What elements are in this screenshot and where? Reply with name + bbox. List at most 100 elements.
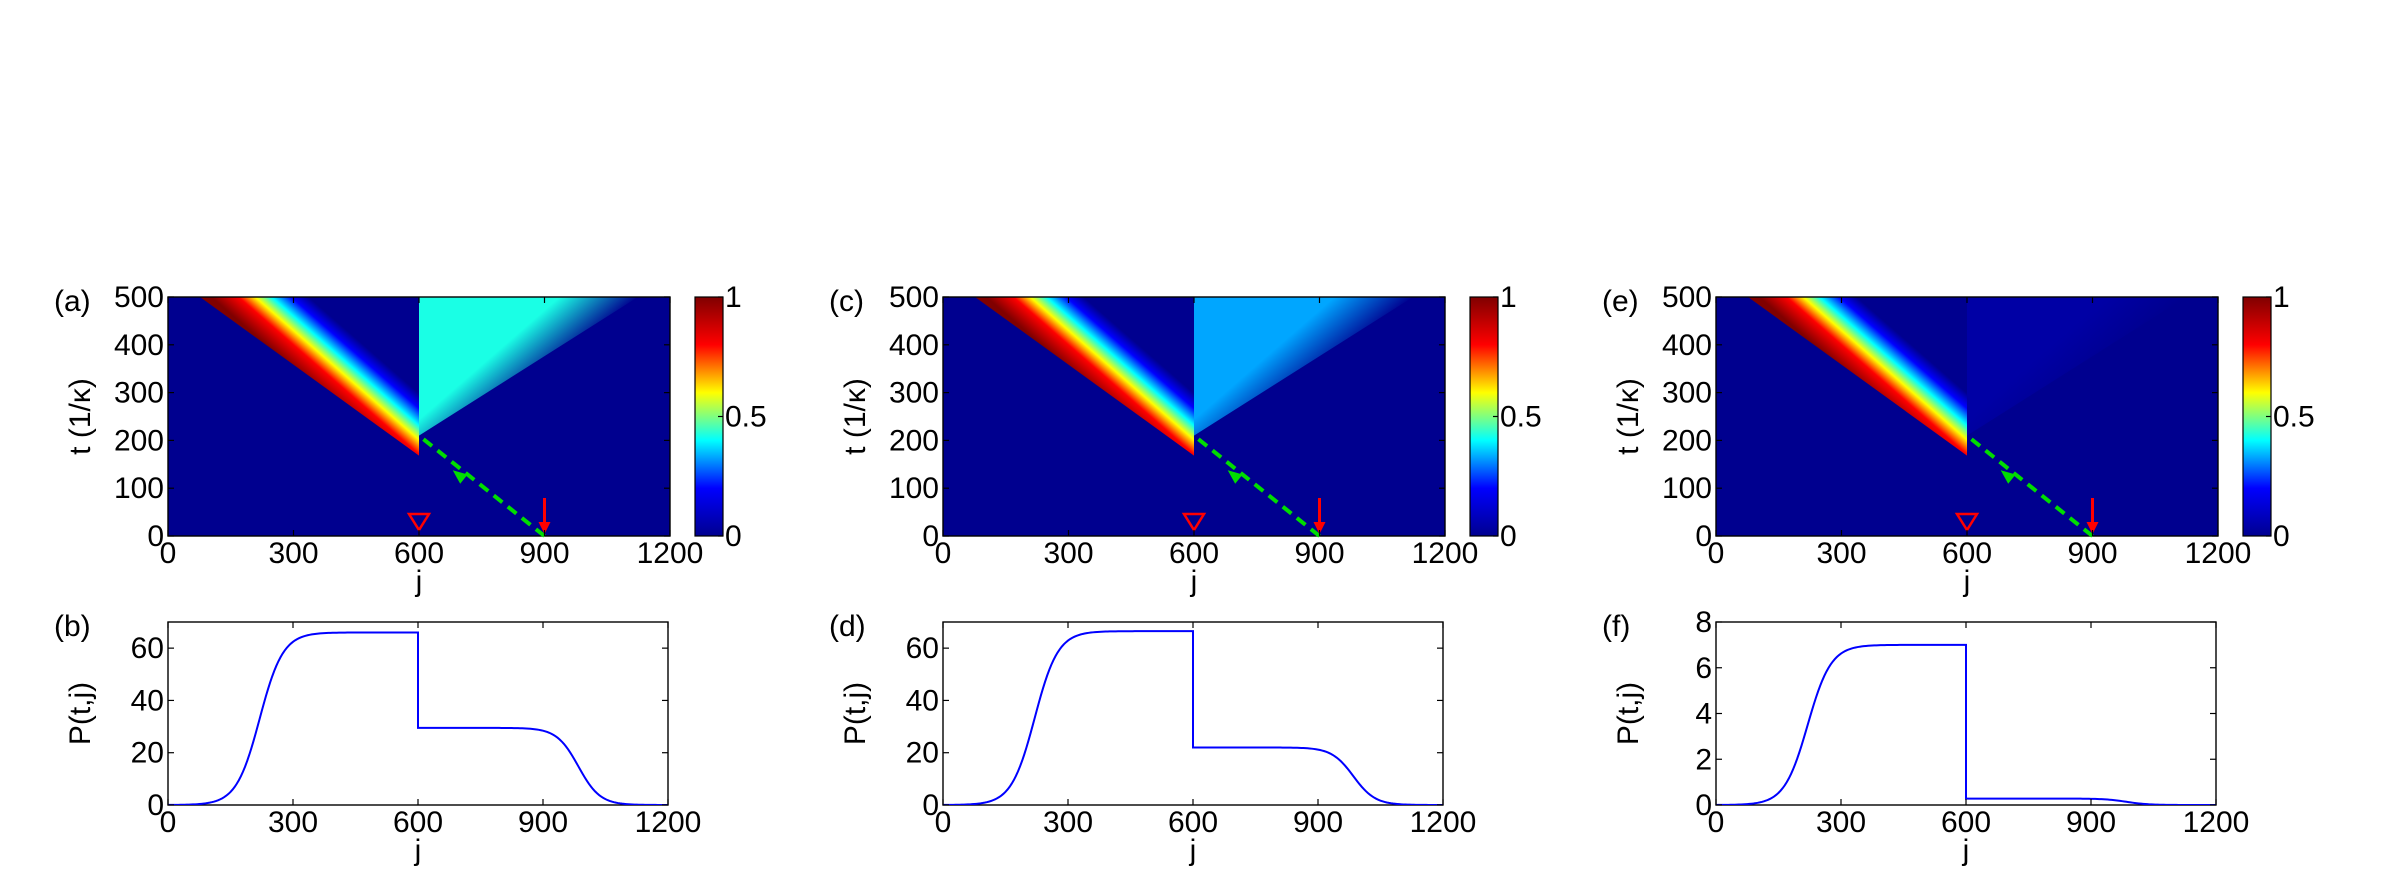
x-tick-label: 1200 xyxy=(2183,806,2250,839)
y-tick-label: 400 xyxy=(1662,329,1712,362)
x-axis-label: j xyxy=(1962,834,1970,867)
profile-line xyxy=(1716,643,2216,805)
colorbar-tick-label: 1 xyxy=(2273,281,2290,314)
y-tick-label: 60 xyxy=(131,632,164,665)
x-tick-label: 1200 xyxy=(1410,806,1477,839)
red-arrow-head xyxy=(1313,522,1326,534)
triangle-marker xyxy=(1181,512,1207,533)
y-tick-label: 0 xyxy=(1695,789,1712,822)
profile-line xyxy=(168,631,668,805)
colorbar-tick-label: 1 xyxy=(725,281,742,314)
line-panel-b: 0 300 600 900 1200 0 20 40 60 j P(t,j) (b) xyxy=(54,610,701,867)
x-tick-label: 600 xyxy=(1169,537,1219,570)
left-wave-region xyxy=(975,297,1194,456)
y-axis-label: P(t,j) xyxy=(1612,682,1645,745)
x-tick-label: 900 xyxy=(518,806,568,839)
colorbar-tick-label: 0.5 xyxy=(1500,401,1542,434)
colorbar-tick-label: 0 xyxy=(1500,520,1517,553)
x-tick-label: 0 xyxy=(160,537,177,570)
y-tick-label: 500 xyxy=(114,281,164,314)
x-axis-label: j xyxy=(1190,565,1198,598)
x-tick-label: 600 xyxy=(393,806,443,839)
x-tick-label: 300 xyxy=(1043,537,1093,570)
left-wave-region xyxy=(200,297,419,456)
dashed-arrow-head xyxy=(452,470,468,484)
triangle-marker xyxy=(1954,512,1980,533)
dashed-arrow-head xyxy=(2000,470,2016,484)
y-tick-label: 0 xyxy=(147,520,164,553)
x-tick-label: 600 xyxy=(394,537,444,570)
dashed-arrow xyxy=(1192,434,1321,538)
x-tick-label: 900 xyxy=(2066,806,2116,839)
y-axis-label: P(t,j) xyxy=(64,682,97,745)
panel-label: (d) xyxy=(829,610,866,643)
x-axis-label: j xyxy=(1189,834,1197,867)
x-tick-label: 600 xyxy=(1941,806,1991,839)
y-tick-label: 300 xyxy=(114,377,164,410)
y-tick-label: 400 xyxy=(889,329,939,362)
x-tick-label: 1200 xyxy=(2185,537,2252,570)
right-wave-region xyxy=(1194,297,1413,436)
colorbar-tick-label: 0.5 xyxy=(725,401,767,434)
x-axis-label: j xyxy=(415,565,423,598)
x-tick-label: 0 xyxy=(1708,537,1725,570)
y-tick-label: 0 xyxy=(922,520,939,553)
x-axis-label: j xyxy=(1963,565,1971,598)
left-wave-region xyxy=(1748,297,1967,456)
panel-label: (b) xyxy=(54,610,91,643)
y-axis-label: t (1/κ) xyxy=(64,378,97,455)
heatmap-plot xyxy=(168,297,670,536)
x-tick-label: 0 xyxy=(1708,806,1725,839)
right-wave-region xyxy=(419,297,638,436)
x-tick-label: 600 xyxy=(1942,537,1992,570)
x-tick-label: 1200 xyxy=(637,537,704,570)
heatmap-panel-e: 0 0.5 1 0 300 600 900 1200 0 100 200 300 400 500 j t (1… xyxy=(1602,281,2315,598)
x-tick-label: 0 xyxy=(160,806,177,839)
x-tick-label: 300 xyxy=(1043,806,1093,839)
y-tick-label: 0 xyxy=(922,789,939,822)
colorbar-tick-label: 1 xyxy=(1500,281,1517,314)
y-tick-label: 400 xyxy=(114,329,164,362)
heatmap-panel-a: 0 0.5 1 0 300 600 900 1200 0 100 200 300 400 500 j t (1… xyxy=(54,281,767,598)
y-tick-label: 200 xyxy=(1662,424,1712,457)
y-tick-label: 100 xyxy=(114,472,164,505)
right-wave-region xyxy=(1967,297,2186,436)
red-arrow-head xyxy=(538,522,551,534)
colorbar-tick-label: 0.5 xyxy=(2273,401,2315,434)
colorbar-tick-label: 0 xyxy=(2273,520,2290,553)
x-tick-label: 300 xyxy=(268,537,318,570)
profile-line xyxy=(943,630,1443,805)
dashed-arrow xyxy=(1965,434,2094,538)
y-tick-label: 2 xyxy=(1695,743,1712,776)
y-tick-label: 200 xyxy=(889,424,939,457)
x-tick-label: 900 xyxy=(1293,806,1343,839)
y-axis-label: t (1/κ) xyxy=(1612,378,1645,455)
x-tick-label: 900 xyxy=(1294,537,1344,570)
y-tick-label: 40 xyxy=(131,684,164,717)
colorbar-tick-label: 0 xyxy=(725,520,742,553)
line-panel-d: 0 300 600 900 1200 0 20 40 60 j P(t,j) (d) xyxy=(829,610,1476,867)
y-tick-label: 100 xyxy=(889,472,939,505)
panel-label: (f) xyxy=(1602,610,1630,643)
x-tick-label: 300 xyxy=(268,806,318,839)
y-tick-label: 4 xyxy=(1695,698,1712,731)
y-tick-label: 20 xyxy=(906,737,939,770)
x-tick-label: 1200 xyxy=(1412,537,1479,570)
heatmap-plot xyxy=(943,297,1445,536)
panel-label: (e) xyxy=(1602,285,1639,318)
x-axis-label: j xyxy=(414,834,422,867)
y-tick-label: 0 xyxy=(147,789,164,822)
y-tick-label: 6 xyxy=(1695,652,1712,685)
y-tick-label: 100 xyxy=(1662,472,1712,505)
x-tick-label: 900 xyxy=(2067,537,2117,570)
x-tick-label: 300 xyxy=(1816,537,1866,570)
x-tick-label: 300 xyxy=(1816,806,1866,839)
y-tick-label: 200 xyxy=(114,424,164,457)
x-tick-label: 900 xyxy=(519,537,569,570)
panel-label: (c) xyxy=(829,285,864,318)
heatmap-plot xyxy=(1716,297,2218,536)
x-tick-label: 600 xyxy=(1168,806,1218,839)
dashed-arrow-head xyxy=(1227,470,1243,484)
y-tick-label: 20 xyxy=(131,737,164,770)
